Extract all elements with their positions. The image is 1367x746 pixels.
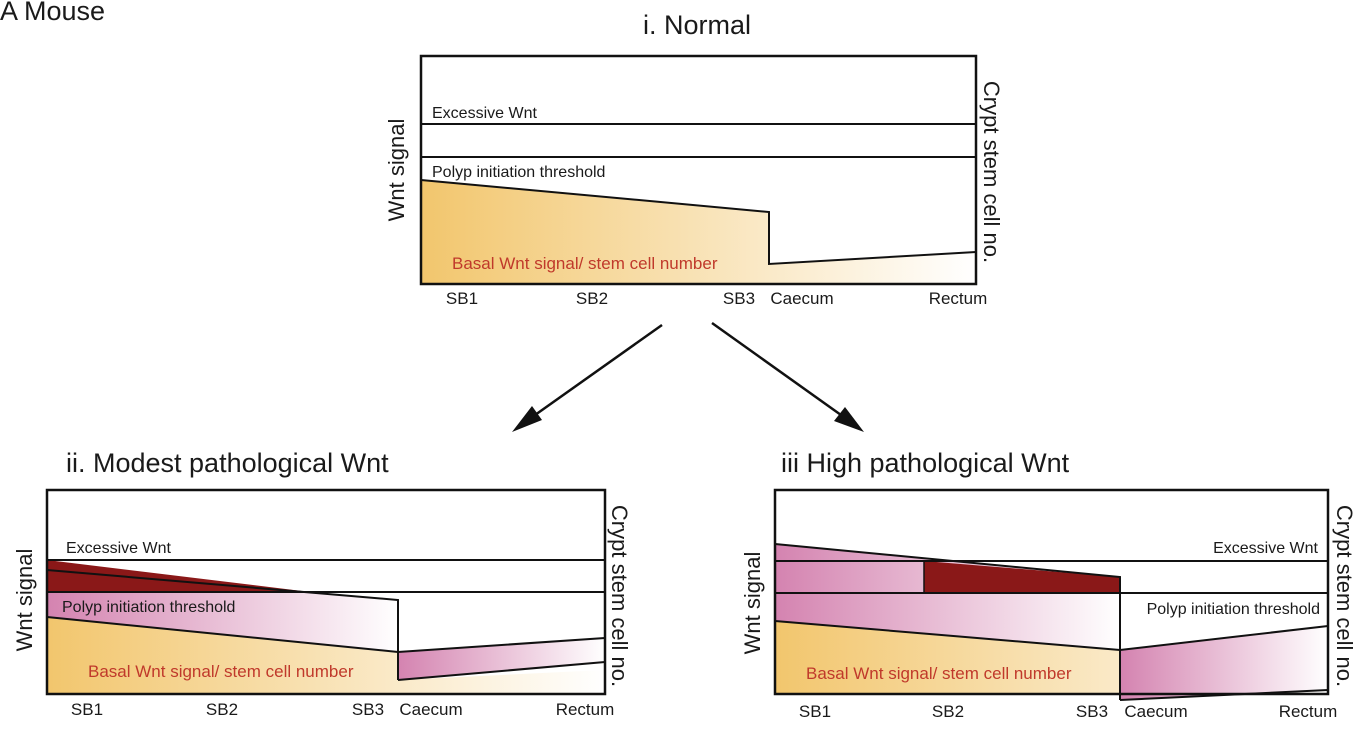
basal-colon-line [397, 661, 606, 681]
x-tick-sb1: SB1 [446, 289, 478, 308]
arrow-right-shaft [711, 321, 849, 422]
panel-frame [419, 54, 978, 286]
basal-wnt-area [421, 180, 976, 284]
threshold-label: Polyp initiation threshold [62, 599, 235, 616]
basal-label: Basal Wnt signal/ stem cell number [88, 662, 354, 681]
arrow-left-head [512, 406, 542, 432]
x-tick-rectum: Rectum [556, 700, 615, 719]
panel-frame [45, 488, 607, 696]
excessive-wnt-area [47, 560, 310, 592]
x-tick-rectum: Rectum [1279, 702, 1338, 721]
y-axis-right-label: Crypt stem cell no. [979, 81, 1004, 263]
x-tick-sb3: SB3 [1076, 702, 1108, 721]
arrows [512, 321, 864, 432]
x-tick-sb2: SB2 [206, 700, 238, 719]
x-tick-sb3: SB3 [352, 700, 384, 719]
excessive-wnt-label: Excessive Wnt [432, 105, 537, 122]
excessive-wnt-area [924, 561, 1120, 593]
excessive-wnt-label: Excessive Wnt [66, 540, 171, 557]
y-axis-left-label: Wnt signal [384, 119, 409, 222]
x-tick-sb1: SB1 [71, 700, 103, 719]
basal-wnt-line [774, 620, 1329, 652]
x-tick-rectum: Rectum [929, 289, 988, 308]
panel-normal: i. Normal Excessive Wnt Polyp initiation… [384, 10, 1004, 308]
panel-frame [773, 488, 1330, 696]
panel-high: iii High pathological Wnt Excessive Wnt … [740, 448, 1357, 721]
basal-label: Basal Wnt signal/ stem cell number [806, 664, 1072, 683]
arrow-right-head [834, 407, 864, 432]
y-axis-right-label: Crypt stem cell no. [1332, 505, 1357, 687]
x-tick-caecum: Caecum [770, 289, 833, 308]
basal-wnt-line [46, 616, 606, 654]
x-tick-sb1: SB1 [799, 702, 831, 721]
x-tick-sb2: SB2 [932, 702, 964, 721]
figure-label: A Mouse [0, 0, 105, 26]
panel-title: ii. Modest pathological Wnt [66, 448, 389, 478]
threshold-label: Polyp initiation threshold [432, 164, 605, 181]
excessive-wnt-label: Excessive Wnt [1213, 540, 1318, 557]
panel-title: i. Normal [643, 10, 751, 40]
panel-modest: ii. Modest pathological Wnt Excessive Wn… [12, 448, 632, 719]
y-axis-left-label: Wnt signal [12, 549, 37, 652]
x-tick-caecum: Caecum [399, 700, 462, 719]
x-tick-caecum: Caecum [1124, 702, 1187, 721]
threshold-label: Polyp initiation threshold [1147, 601, 1320, 618]
arrow-left-shaft [527, 323, 663, 422]
x-tick-sb2: SB2 [576, 289, 608, 308]
y-axis-left-label: Wnt signal [740, 552, 765, 655]
y-axis-right-label: Crypt stem cell no. [607, 505, 632, 687]
pathological-wnt-line [774, 543, 1121, 700]
pathological-wnt-line [46, 569, 399, 680]
basal-wnt-area [47, 617, 605, 694]
x-tick-sb3: SB3 [723, 289, 755, 308]
basal-wnt-area [775, 621, 1328, 700]
basal-wnt-line [420, 179, 977, 266]
panel-title: iii High pathological Wnt [781, 448, 1070, 478]
basal-label: Basal Wnt signal/ stem cell number [452, 254, 718, 273]
